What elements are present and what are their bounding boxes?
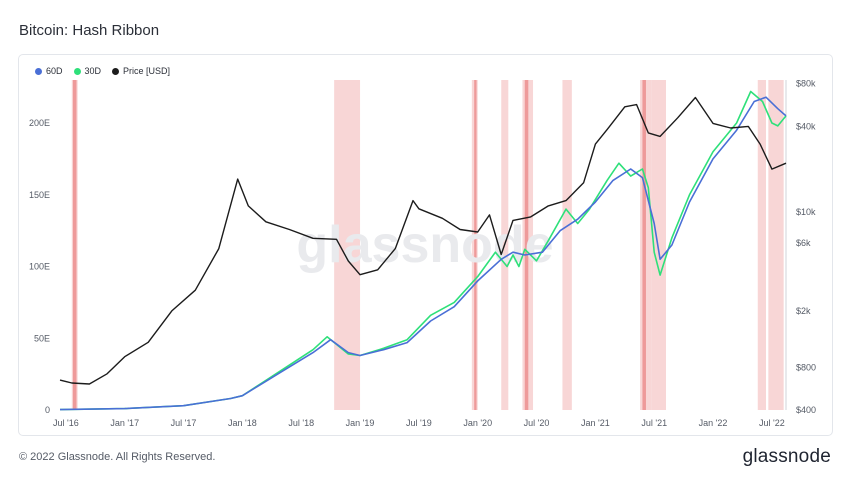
- chart-panel: [18, 54, 833, 436]
- x-tick-label: Jul '18: [288, 418, 314, 428]
- y-left-tick-label: 150E: [29, 190, 50, 200]
- series-line-60d: [59, 96, 787, 411]
- x-tick-label: Jan '18: [228, 418, 257, 428]
- y-left-tick-label: 50E: [34, 333, 50, 343]
- capitulation-band-strong: [72, 80, 77, 410]
- capitulation-band: [768, 80, 784, 410]
- x-tick-label: Jan '22: [699, 418, 728, 428]
- legend-item-price[interactable]: Price [USD]: [112, 66, 170, 76]
- chart-title: Bitcoin: Hash Ribbon: [19, 22, 160, 39]
- legend: 60D 30D Price [USD]: [35, 66, 170, 76]
- x-tick-label: Jul '17: [171, 418, 197, 428]
- y-left-tick-label: 200E: [29, 118, 50, 128]
- legend-label-60d: 60D: [46, 66, 63, 76]
- y-right-tick-label: $400: [796, 405, 816, 415]
- legend-dot-60d: [35, 67, 42, 75]
- capitulation-band-strong: [642, 80, 646, 410]
- series-line-30d: [59, 90, 787, 411]
- y-right-tick-label: $80k: [796, 79, 816, 89]
- brand-logo[interactable]: glassnode: [742, 446, 831, 467]
- watermark: glassnode: [296, 216, 553, 274]
- capitulation-band-strong: [524, 80, 529, 410]
- axes: 0 50E 100E 150E 200E $400 $800 $2k $6k $10k $40k $8…: [29, 79, 816, 428]
- y-right-tick-label: $40k: [796, 121, 816, 131]
- copyright-text: © 2022 Glassnode. All Rights Reserved.: [19, 451, 216, 463]
- legend-dot-30d: [73, 67, 81, 75]
- x-tick-label: Jan '17: [110, 418, 139, 428]
- x-tick-label: Jul '22: [759, 418, 785, 428]
- x-tick-label: Jan '19: [346, 418, 375, 428]
- series-lines: [59, 90, 787, 411]
- series-line-price: [59, 96, 787, 385]
- capitulation-band: [757, 80, 766, 410]
- x-tick-label: Jan '21: [581, 418, 610, 428]
- x-tick-label: Jul '20: [524, 418, 550, 428]
- legend-item-60d[interactable]: 60D: [35, 66, 63, 76]
- legend-dot-price: [112, 67, 120, 75]
- legend-item-30d[interactable]: 30D: [73, 66, 102, 76]
- x-tick-label: Jan '20: [463, 418, 492, 428]
- x-tick-label: Jul '19: [406, 418, 432, 428]
- legend-label-30d: 30D: [84, 66, 102, 76]
- legend-label-price: Price [USD]: [123, 66, 171, 76]
- y-left-tick-label: 100E: [29, 262, 50, 272]
- y-right-tick-label: $2k: [796, 306, 811, 316]
- x-tick-label: Jul '21: [641, 418, 667, 428]
- x-tick-label: Jul '16: [53, 418, 79, 428]
- y-right-tick-label: $10k: [796, 207, 816, 217]
- y-left-tick-label: 0: [45, 405, 50, 415]
- y-right-tick-label: $800: [796, 362, 816, 372]
- y-right-tick-label: $6k: [796, 238, 811, 248]
- capitulation-band-strong: [474, 80, 477, 410]
- capitulation-band: [651, 80, 666, 410]
- capitulation-band: [562, 80, 572, 410]
